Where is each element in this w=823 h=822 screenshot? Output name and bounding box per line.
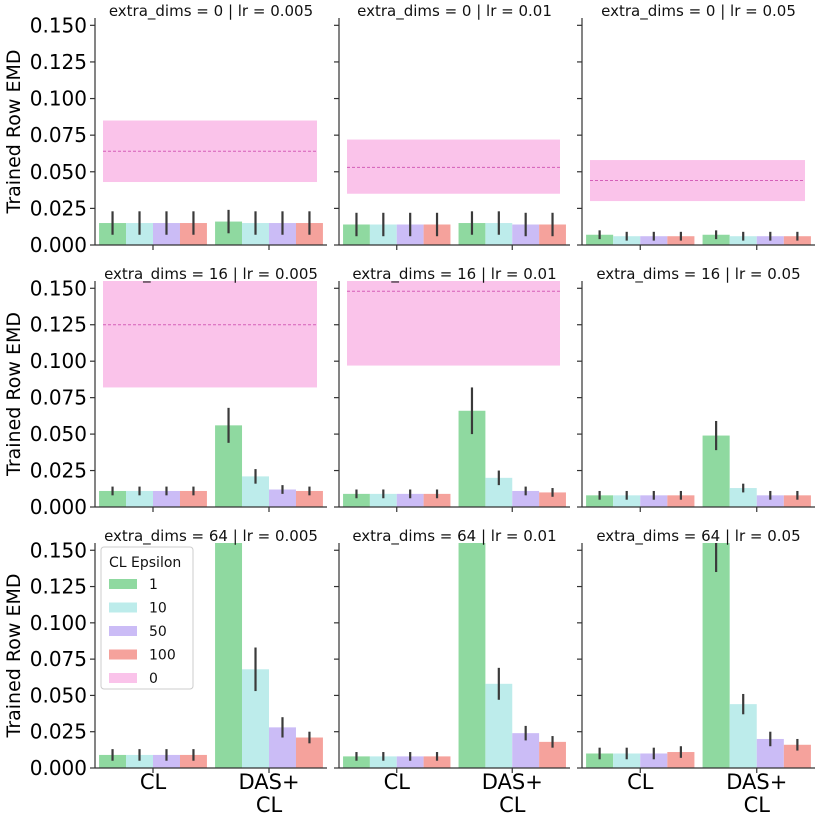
bar: [783, 495, 811, 507]
bar: [153, 754, 180, 768]
legend-title: CL Epsilon: [109, 555, 181, 571]
x-tick-label: CL: [384, 770, 411, 794]
y-tick-label: 0.150: [30, 13, 87, 37]
bar: [458, 543, 486, 768]
bar: [512, 490, 540, 507]
y-tick-label: 0.050: [30, 160, 87, 184]
bar: [667, 752, 695, 768]
bar: [179, 754, 207, 768]
bar: [586, 495, 614, 507]
y-tick-label: 0.125: [30, 50, 87, 74]
bar: [586, 234, 614, 245]
panel-title: extra_dims = 64 | lr = 0.01: [352, 527, 556, 546]
x-tick-label: DAS+ CL: [726, 770, 787, 817]
bar: [99, 490, 127, 507]
panel-title: extra_dims = 0 | lr = 0.01: [357, 2, 552, 21]
legend-swatch: [109, 626, 137, 636]
x-tick-label: DAS+ CL: [482, 770, 543, 817]
bar: [396, 756, 424, 768]
legend: CL Epsilon 1 10 50 100 0: [100, 546, 194, 690]
bars-layer: [99, 209, 811, 768]
y-tick-label: 0.000: [30, 756, 87, 780]
legend-swatch: [109, 602, 137, 613]
bar: [613, 495, 641, 507]
legend-swatch: [109, 673, 137, 683]
legend-entry: 10: [149, 601, 167, 617]
panel-title: extra_dims = 64 | lr = 0.005: [104, 527, 318, 546]
y-tick-label: 0.075: [30, 123, 87, 147]
baseline-band: [347, 139, 560, 194]
baseline-band: [103, 281, 317, 388]
bar: [269, 489, 296, 507]
text-layer: extra_dims = 0 | lr = 0.005 0.000 0.025 0.0…: [3, 2, 801, 817]
bar: [423, 493, 451, 507]
y-tick-label: 0.125: [30, 575, 87, 599]
bar: [126, 754, 153, 768]
bar: [343, 493, 370, 507]
y-tick-label: 0.000: [30, 233, 87, 257]
bar: [586, 753, 614, 768]
y-tick-label: 0.000: [30, 495, 87, 519]
bar: [756, 495, 784, 507]
panel-title: extra_dims = 16 | lr = 0.05: [596, 265, 800, 284]
y-tick-label: 0.100: [30, 349, 87, 373]
bar: [729, 488, 757, 507]
y-tick-label: 0.025: [30, 196, 87, 220]
bar: [153, 490, 180, 507]
bar: [343, 756, 370, 768]
bar: [640, 753, 668, 768]
y-tick-label: 0.050: [30, 422, 87, 446]
bar: [640, 495, 668, 507]
bar: [667, 495, 695, 507]
bar: [99, 754, 127, 768]
bands-layer: [103, 120, 805, 388]
bar: [423, 756, 451, 768]
bar: [702, 543, 730, 768]
y-axis-label: Trained Row EMD: [3, 574, 25, 739]
legend-entry: 50: [149, 624, 167, 640]
y-tick-label: 0.150: [30, 276, 87, 300]
bar: [179, 490, 207, 507]
x-tick-label: CL: [627, 770, 654, 794]
bar: [613, 753, 641, 768]
axes-layer: [90, 18, 815, 773]
legend-entry: 100: [149, 648, 176, 664]
panel-title: extra_dims = 64 | lr = 0.05: [596, 527, 800, 546]
bar: [539, 492, 566, 507]
bar: [783, 744, 811, 768]
y-tick-label: 0.100: [30, 87, 87, 111]
bar: [729, 704, 757, 768]
x-tick-label: CL: [140, 770, 167, 794]
y-tick-label: 0.100: [30, 611, 87, 635]
y-tick-label: 0.075: [30, 386, 87, 410]
bar: [369, 756, 397, 768]
baseline-band: [347, 281, 560, 366]
bar: [126, 490, 153, 507]
y-axis-label: Trained Row EMD: [3, 50, 25, 215]
panel-title: extra_dims = 0 | lr = 0.005: [109, 2, 313, 21]
panel-title: extra_dims = 16 | lr = 0.01: [352, 265, 556, 284]
legend-entry: 0: [149, 671, 158, 687]
x-tick-label: DAS+ CL: [238, 770, 299, 817]
panel-title: extra_dims = 0 | lr = 0.05: [601, 2, 796, 21]
y-tick-label: 0.075: [30, 647, 87, 671]
legend-swatch: [109, 649, 137, 660]
y-tick-label: 0.025: [30, 459, 87, 483]
bar: [396, 493, 424, 507]
bar: [702, 234, 730, 245]
y-tick-label: 0.150: [30, 538, 87, 562]
bar: [215, 543, 243, 768]
y-tick-label: 0.050: [30, 683, 87, 707]
y-tick-label: 0.025: [30, 720, 87, 744]
y-axis-label: Trained Row EMD: [3, 312, 25, 477]
bar: [369, 493, 397, 507]
bar: [295, 490, 323, 507]
legend-entry: 1: [149, 577, 158, 593]
y-tick-label: 0.125: [30, 313, 87, 337]
legend-swatch: [109, 579, 137, 589]
panel-title: extra_dims = 16 | lr = 0.005: [104, 265, 318, 284]
